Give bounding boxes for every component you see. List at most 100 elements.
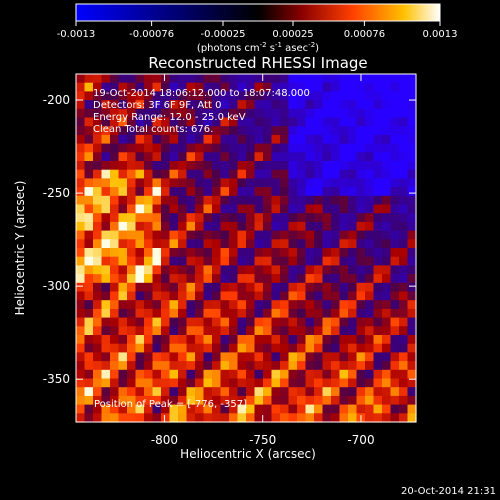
heatmap-cell: [322, 395, 332, 406]
heatmap-cell: [322, 369, 332, 380]
heatmap-cell: [195, 74, 205, 84]
heatmap-cell: [178, 74, 188, 84]
heatmap-cell: [297, 326, 307, 336]
heatmap-cell: [390, 300, 400, 310]
heatmap-cell: [220, 335, 230, 345]
heatmap-cell: [195, 230, 205, 240]
heatmap-cell: [93, 108, 103, 119]
heatmap-cell: [178, 126, 188, 136]
heatmap-cell: [169, 387, 179, 397]
heatmap-cell: [76, 343, 86, 353]
heatmap-cell: [84, 317, 94, 327]
heatmap-cell: [322, 134, 332, 145]
heatmap-cell: [390, 265, 400, 275]
heatmap-cell: [237, 178, 247, 188]
heatmap-cell: [110, 326, 120, 336]
heatmap-cell: [127, 326, 137, 336]
heatmap-cell: [152, 274, 162, 284]
heatmap-cell: [195, 395, 205, 406]
heatmap-cell: [288, 100, 298, 110]
heatmap-cell: [127, 91, 137, 101]
heatmap-cell: [390, 152, 400, 162]
heatmap-cell: [356, 161, 366, 171]
heatmap-cell: [237, 117, 247, 127]
heatmap-cell: [322, 413, 332, 423]
heatmap-cell: [144, 152, 154, 162]
heatmap-cell: [254, 178, 264, 188]
heatmap-cell: [229, 204, 239, 214]
heatmap-cell: [203, 126, 213, 136]
heatmap-cell: [144, 126, 154, 136]
heatmap-cell: [280, 187, 290, 197]
heatmap-cell: [127, 178, 137, 188]
heatmap-cell: [314, 108, 324, 119]
heatmap-cell: [76, 361, 86, 371]
heatmap-cell: [220, 178, 230, 188]
heatmap-cell: [144, 326, 154, 336]
heatmap-cell: [84, 161, 94, 171]
heatmap-cell: [407, 178, 417, 188]
heatmap-cell: [246, 91, 256, 101]
heatmap-cell: [339, 82, 349, 92]
heatmap-cell: [135, 317, 145, 327]
heatmap-cell: [288, 161, 298, 171]
heatmap-cell: [144, 239, 154, 249]
heatmap-cell: [382, 308, 392, 319]
heatmap-cell: [365, 143, 375, 153]
heatmap-cell: [356, 178, 366, 188]
heatmap-cell: [407, 152, 417, 162]
heatmap-cell: [118, 300, 128, 310]
heatmap-cell: [110, 117, 120, 127]
heatmap-cell: [373, 256, 383, 266]
heatmap-cell: [305, 352, 315, 362]
heatmap-cell: [331, 74, 341, 84]
heatmap-cell: [203, 169, 213, 179]
heatmap-cell: [339, 248, 349, 258]
heatmap-cell: [186, 126, 196, 136]
heatmap-cell: [144, 387, 154, 397]
heatmap-cell: [263, 178, 273, 188]
heatmap-cell: [390, 369, 400, 380]
heatmap-cell: [237, 100, 247, 110]
heatmap-cell: [263, 317, 273, 327]
heatmap-cell: [161, 274, 171, 284]
heatmap-cell: [101, 352, 111, 362]
heatmap-cell: [127, 187, 137, 197]
heatmap-cell: [339, 326, 349, 336]
heatmap-cell: [339, 265, 349, 275]
heatmap-cell: [152, 352, 162, 362]
heatmap-cell: [288, 317, 298, 327]
heatmap-cell: [254, 378, 264, 388]
heatmap-cell: [390, 239, 400, 249]
heatmap-cell: [84, 187, 94, 197]
heatmap-cell: [76, 204, 86, 214]
heatmap-cell: [152, 413, 162, 423]
heatmap-cell: [93, 213, 103, 223]
heatmap-cell: [195, 369, 205, 380]
heatmap-cell: [152, 291, 162, 301]
heatmap-cell: [305, 387, 315, 397]
heatmap-cell: [348, 117, 358, 127]
heatmap-cell: [339, 134, 349, 145]
heatmap-cell: [144, 369, 154, 380]
heatmap-cell: [390, 91, 400, 101]
heatmap-cell: [186, 317, 196, 327]
heatmap-cell: [101, 161, 111, 171]
heatmap-cell: [322, 326, 332, 336]
heatmap-cell: [322, 91, 332, 101]
heatmap-cell: [101, 361, 111, 371]
heatmap-cell: [254, 300, 264, 310]
heatmap-cell: [339, 387, 349, 397]
heatmap-cell: [127, 230, 137, 240]
heatmap-cell: [229, 265, 239, 275]
heatmap-cell: [254, 291, 264, 301]
heatmap-cell: [101, 387, 111, 397]
heatmap-cell: [280, 361, 290, 371]
heatmap-cell: [271, 204, 281, 214]
heatmap-cell: [220, 300, 230, 310]
heatmap-cell: [186, 91, 196, 101]
heatmap-cell: [297, 91, 307, 101]
heatmap-cell: [84, 134, 94, 145]
heatmap-cell: [101, 343, 111, 353]
heatmap-cell: [339, 221, 349, 232]
